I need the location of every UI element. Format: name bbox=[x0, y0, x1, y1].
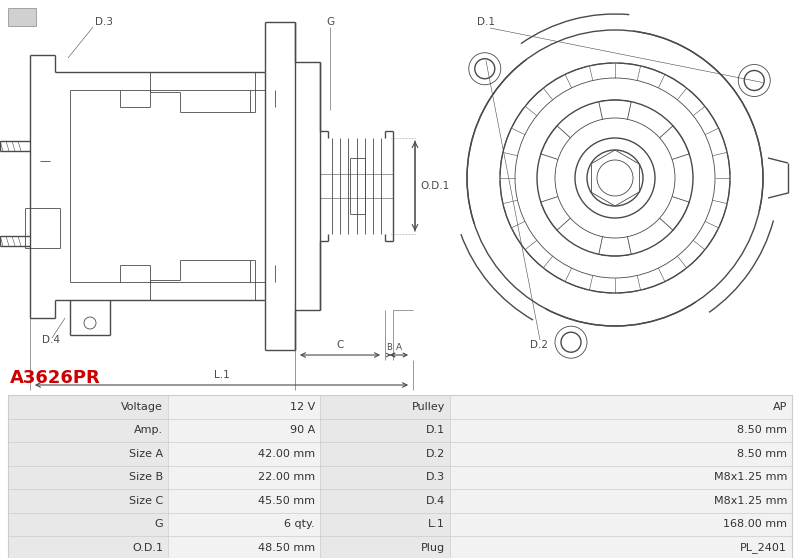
Text: G: G bbox=[154, 519, 163, 529]
Text: 6 qty.: 6 qty. bbox=[284, 519, 315, 529]
Text: 12 V: 12 V bbox=[290, 402, 315, 412]
Text: Pulley: Pulley bbox=[412, 402, 445, 412]
FancyBboxPatch shape bbox=[320, 442, 450, 465]
FancyBboxPatch shape bbox=[450, 536, 792, 558]
FancyBboxPatch shape bbox=[168, 489, 320, 512]
Text: Plug: Plug bbox=[421, 543, 445, 553]
Text: 90 A: 90 A bbox=[290, 425, 315, 435]
Text: D.4: D.4 bbox=[42, 335, 60, 345]
FancyBboxPatch shape bbox=[8, 418, 168, 442]
Text: D.3: D.3 bbox=[426, 472, 445, 482]
Text: 8.50 mm: 8.50 mm bbox=[737, 425, 787, 435]
FancyBboxPatch shape bbox=[168, 395, 320, 418]
Text: O.D.1: O.D.1 bbox=[420, 181, 450, 191]
FancyBboxPatch shape bbox=[450, 442, 792, 465]
FancyBboxPatch shape bbox=[168, 512, 320, 536]
Text: M8x1.25 mm: M8x1.25 mm bbox=[714, 496, 787, 506]
FancyBboxPatch shape bbox=[8, 465, 168, 489]
Text: A: A bbox=[396, 343, 402, 352]
Text: AP: AP bbox=[773, 402, 787, 412]
FancyBboxPatch shape bbox=[320, 465, 450, 489]
Text: M8x1.25 mm: M8x1.25 mm bbox=[714, 472, 787, 482]
Text: A3626PR: A3626PR bbox=[10, 369, 101, 387]
Text: D.4: D.4 bbox=[426, 496, 445, 506]
Text: 168.00 mm: 168.00 mm bbox=[723, 519, 787, 529]
FancyBboxPatch shape bbox=[8, 536, 168, 558]
Text: G: G bbox=[326, 17, 334, 27]
Text: D.2: D.2 bbox=[530, 340, 548, 350]
FancyBboxPatch shape bbox=[168, 536, 320, 558]
FancyBboxPatch shape bbox=[320, 418, 450, 442]
Text: L.1: L.1 bbox=[214, 370, 230, 380]
FancyBboxPatch shape bbox=[8, 395, 168, 418]
FancyBboxPatch shape bbox=[168, 442, 320, 465]
Text: 42.00 mm: 42.00 mm bbox=[258, 449, 315, 459]
Text: Size B: Size B bbox=[129, 472, 163, 482]
Text: 22.00 mm: 22.00 mm bbox=[258, 472, 315, 482]
Text: L.1: L.1 bbox=[428, 519, 445, 529]
FancyBboxPatch shape bbox=[450, 465, 792, 489]
Text: C: C bbox=[336, 340, 344, 350]
FancyBboxPatch shape bbox=[450, 512, 792, 536]
FancyBboxPatch shape bbox=[450, 489, 792, 512]
FancyBboxPatch shape bbox=[8, 489, 168, 512]
FancyBboxPatch shape bbox=[168, 418, 320, 442]
FancyBboxPatch shape bbox=[8, 512, 168, 536]
FancyBboxPatch shape bbox=[8, 8, 36, 26]
Text: D.1: D.1 bbox=[426, 425, 445, 435]
Text: B: B bbox=[386, 343, 392, 352]
FancyBboxPatch shape bbox=[168, 465, 320, 489]
Text: D.3: D.3 bbox=[95, 17, 113, 27]
FancyBboxPatch shape bbox=[320, 395, 450, 418]
Text: O.D.1: O.D.1 bbox=[132, 543, 163, 553]
FancyBboxPatch shape bbox=[320, 489, 450, 512]
FancyBboxPatch shape bbox=[8, 442, 168, 465]
Text: PL_2401: PL_2401 bbox=[740, 542, 787, 553]
Text: 45.50 mm: 45.50 mm bbox=[258, 496, 315, 506]
FancyBboxPatch shape bbox=[450, 395, 792, 418]
FancyBboxPatch shape bbox=[320, 512, 450, 536]
Text: 48.50 mm: 48.50 mm bbox=[258, 543, 315, 553]
Text: D.1: D.1 bbox=[477, 17, 495, 27]
FancyBboxPatch shape bbox=[320, 536, 450, 558]
Text: D.2: D.2 bbox=[426, 449, 445, 459]
Text: Size A: Size A bbox=[129, 449, 163, 459]
Text: Size C: Size C bbox=[129, 496, 163, 506]
FancyBboxPatch shape bbox=[450, 418, 792, 442]
Text: Amp.: Amp. bbox=[134, 425, 163, 435]
Text: Voltage: Voltage bbox=[121, 402, 163, 412]
Text: 8.50 mm: 8.50 mm bbox=[737, 449, 787, 459]
